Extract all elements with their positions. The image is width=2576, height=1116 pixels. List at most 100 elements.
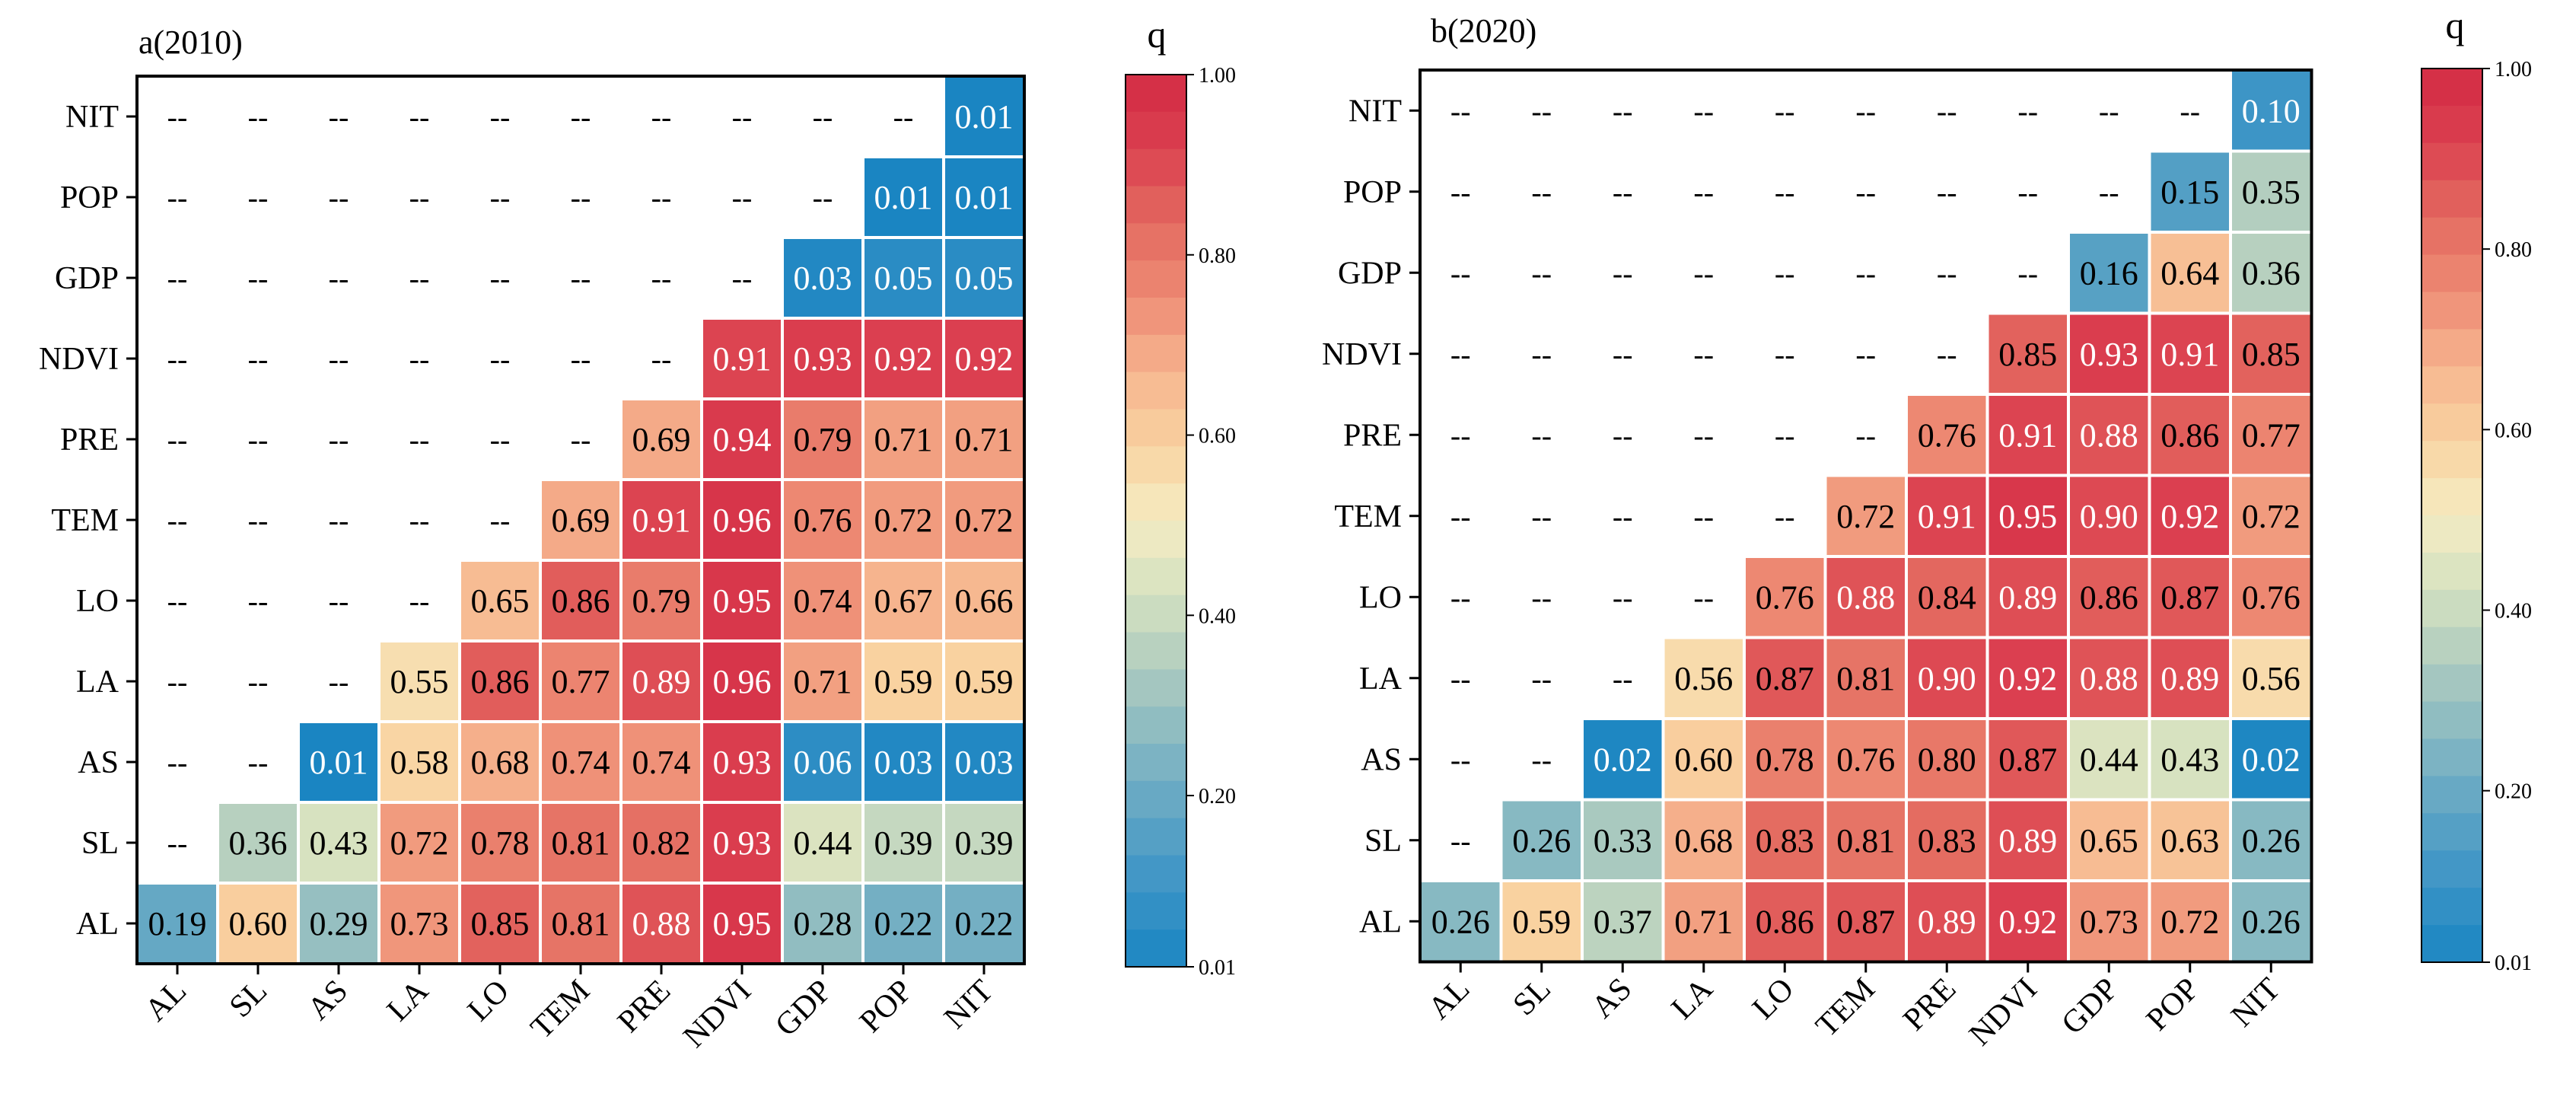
heatmap-cell-TEM-POP	[2148, 474, 2232, 558]
colorbar-band	[1126, 223, 1186, 261]
empty-cell-label: --	[1531, 580, 1552, 614]
empty-cell-label: --	[732, 100, 753, 134]
cell-value-label: 0.92	[874, 340, 933, 378]
empty-cell-label: --	[2099, 94, 2119, 128]
cell-value-label: 0.26	[1512, 822, 1571, 859]
heatmap-cell-LA-NIT	[942, 639, 1026, 723]
colorbar-band	[1126, 818, 1186, 856]
cell-value-label: 0.03	[794, 260, 852, 297]
cell-value-label: 0.26	[1431, 903, 1490, 940]
cell-value-label: 0.76	[1836, 741, 1895, 778]
cell-value-label: 0.26	[2242, 822, 2301, 859]
empty-cell-label: --	[167, 826, 188, 860]
cell-value-label: 0.92	[1998, 660, 2057, 697]
empty-cell-label: --	[1450, 337, 1471, 371]
cell-value-label: 0.93	[713, 744, 772, 781]
colorbar-band	[1126, 446, 1186, 484]
y-tick-label: NDVI	[39, 342, 119, 377]
colorbar-tick-label: 0.01	[2495, 952, 2532, 975]
cell-value-label: 0.72	[2160, 903, 2219, 940]
y-tick-label: AS	[1361, 742, 1402, 777]
y-tick-label: LO	[76, 584, 119, 619]
x-tick-label: TEM	[1810, 971, 1882, 1044]
colorbar-tick-label: 0.40	[2495, 600, 2532, 623]
cell-value-label: 0.85	[471, 905, 530, 942]
cell-value-label: 0.68	[471, 744, 530, 781]
colorbar-band	[2422, 701, 2482, 740]
heatmap-cell-PRE-POP	[2148, 393, 2232, 477]
cell-value-label: 0.26	[2242, 903, 2301, 940]
cell-value-label: 0.83	[1756, 822, 1814, 859]
colorbar-band	[2422, 738, 2482, 777]
empty-cell-label: --	[409, 422, 430, 457]
cell-value-label: 0.06	[794, 744, 852, 781]
cell-value-label: 0.28	[794, 905, 852, 942]
empty-cell-label: --	[1855, 418, 1876, 452]
empty-cell-label: --	[1531, 662, 1552, 696]
empty-cell-label: --	[1855, 256, 1876, 290]
colorbar-band	[1126, 111, 1186, 150]
empty-cell-label: --	[409, 584, 430, 618]
y-tick-label: LO	[1359, 580, 1402, 615]
empty-cell-label: --	[813, 100, 833, 134]
empty-cell-label: --	[409, 503, 430, 537]
heatmap-cell-LA-LA	[377, 639, 461, 723]
x-tick-label: NIT	[938, 974, 1000, 1036]
empty-cell-label: --	[571, 180, 591, 215]
heatmap-cell-TEM-NIT	[942, 478, 1026, 562]
x-tick-label: PRE	[611, 974, 677, 1040]
heatmap-cell-LA-GDP	[2067, 636, 2151, 720]
cell-value-label: 0.89	[2160, 660, 2219, 697]
heatmap-cell-AL-AL	[135, 882, 219, 965]
cell-value-label: 0.81	[1836, 822, 1895, 859]
cell-value-label: 0.88	[2080, 416, 2138, 454]
empty-cell-label: --	[1775, 256, 1795, 290]
heatmap-cell-AL-TEM	[1823, 879, 1908, 964]
empty-cell-label: --	[1693, 337, 1714, 371]
empty-cell-label: --	[1613, 94, 1633, 128]
cell-value-label: 0.74	[632, 744, 691, 781]
cell-value-label: 0.29	[310, 905, 368, 942]
cell-value-label: 0.44	[2080, 741, 2138, 778]
empty-cell-label: --	[1613, 256, 1633, 290]
heatmap-cell-SL-NIT	[2229, 798, 2313, 882]
empty-cell-label: --	[1693, 418, 1714, 452]
x-tick-label: LA	[1665, 971, 1721, 1027]
empty-cell-label: --	[813, 180, 833, 215]
empty-cell-label: --	[1613, 337, 1633, 371]
cell-value-label: 0.71	[874, 421, 933, 458]
cell-value-label: 0.69	[632, 421, 691, 458]
cell-value-label: 0.72	[1836, 498, 1895, 535]
heatmap-cell-TEM-POP	[861, 478, 945, 562]
cell-value-label: 0.88	[632, 905, 691, 942]
empty-cell-label: --	[571, 261, 591, 295]
cell-value-label: 0.56	[1674, 660, 1733, 697]
cell-value-label: 0.95	[713, 582, 772, 620]
heatmap-cell-LA-LO	[1743, 636, 1827, 720]
y-tick-label: NDVI	[1322, 337, 1402, 372]
colorbar-band	[2422, 441, 2482, 479]
empty-cell-label: --	[167, 665, 188, 699]
cell-value-label: 0.93	[713, 824, 772, 862]
empty-cell-label: --	[409, 261, 430, 295]
empty-cell-label: --	[1775, 499, 1795, 534]
empty-cell-label: --	[167, 342, 188, 376]
colorbar-title: q	[2446, 4, 2465, 46]
cell-value-label: 0.87	[1998, 741, 2057, 778]
cell-value-label: 0.90	[1918, 660, 1976, 697]
cell-value-label: 0.65	[2080, 822, 2138, 859]
colorbar-tick-label: 0.20	[1199, 785, 1236, 808]
cell-value-label: 0.79	[632, 582, 691, 620]
colorbar-band	[2422, 105, 2482, 144]
colorbar-band	[1126, 521, 1186, 559]
heatmap-cell-NIT-NIT	[942, 75, 1026, 158]
colorbar-band	[1126, 892, 1186, 930]
empty-cell-label: --	[248, 665, 269, 699]
x-tick-label: LO	[461, 974, 516, 1028]
cell-value-label: 0.73	[2080, 903, 2138, 940]
empty-cell-label: --	[1450, 580, 1471, 614]
colorbar-band	[1126, 483, 1186, 521]
heatmap-cell-AL-LA	[377, 882, 461, 965]
x-tick-label: TEM	[524, 974, 597, 1046]
